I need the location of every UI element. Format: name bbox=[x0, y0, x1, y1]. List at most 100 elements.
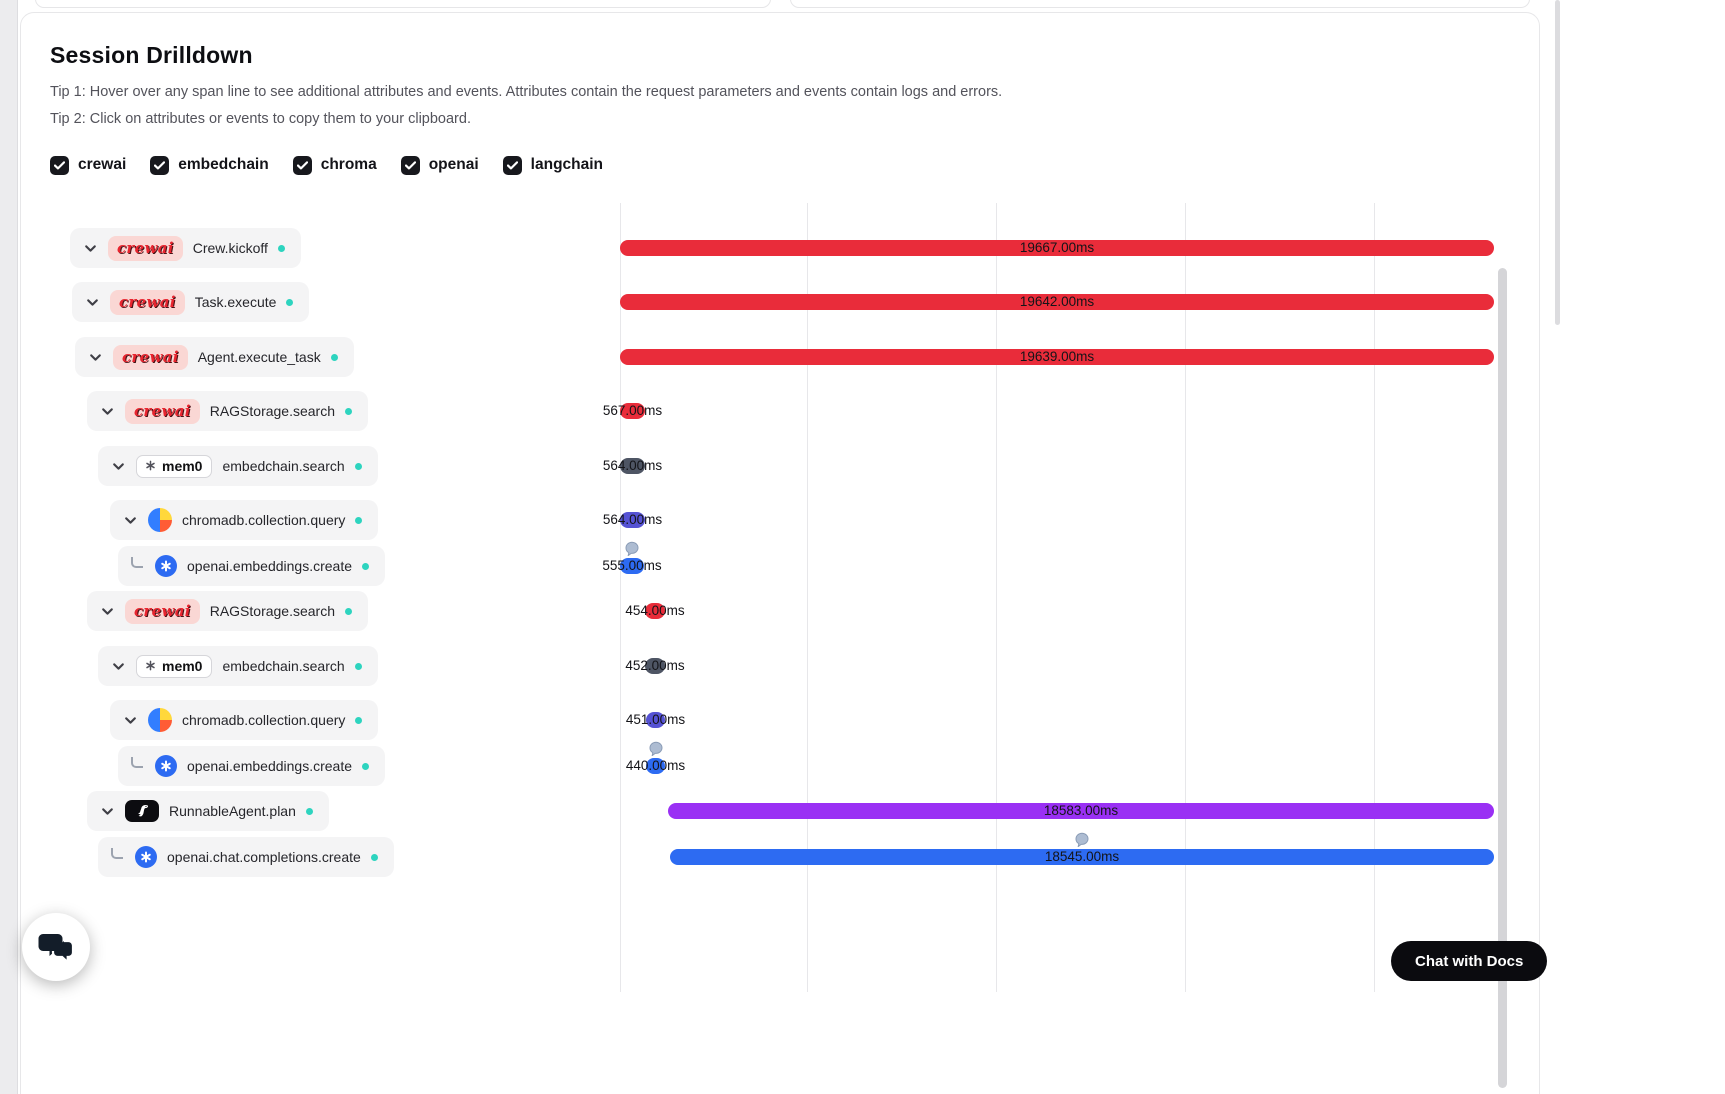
event-bubble-icon[interactable] bbox=[624, 541, 640, 561]
timeline-gridline bbox=[807, 203, 808, 992]
chat-bubbles-icon bbox=[38, 931, 74, 964]
chevron-down-icon[interactable] bbox=[111, 459, 126, 474]
span-duration-bar[interactable] bbox=[645, 658, 665, 674]
filter-label: langchain bbox=[530, 156, 604, 173]
span-duration-bar[interactable] bbox=[620, 240, 1494, 256]
mem0-logo: mem0 bbox=[136, 454, 213, 478]
checkbox-checked-icon[interactable] bbox=[400, 155, 420, 175]
child-connector-icon bbox=[131, 756, 143, 768]
filter-item-chroma[interactable]: chroma bbox=[292, 155, 377, 175]
chevron-down-icon[interactable] bbox=[88, 350, 103, 365]
span-row-pill[interactable]: chromadb.collection.query bbox=[110, 700, 379, 740]
crewai-logo: crewai bbox=[108, 235, 183, 261]
span-duration-bar[interactable] bbox=[620, 349, 1494, 365]
span-status-dot bbox=[355, 516, 363, 524]
chevron-down-icon[interactable] bbox=[100, 604, 115, 619]
span-duration-bar[interactable] bbox=[620, 512, 645, 528]
left-gutter bbox=[0, 0, 18, 1094]
span-status-dot bbox=[305, 807, 313, 815]
checkbox-checked-icon[interactable] bbox=[502, 155, 522, 175]
span-row-pill[interactable]: mem0 embedchain.search bbox=[98, 446, 378, 486]
span-row-pill[interactable]: crewai Task.execute bbox=[72, 282, 310, 322]
span-duration-bar[interactable] bbox=[620, 458, 645, 474]
timeline-gridline bbox=[1374, 203, 1375, 992]
span-row-pill[interactable]: crewai Crew.kickoff bbox=[70, 228, 301, 268]
framework-filter-row: crewai embedchain chroma openai langchain bbox=[50, 152, 603, 178]
span-status-dot bbox=[370, 853, 378, 861]
span-row-pill[interactable]: RunnableAgent.plan bbox=[87, 791, 329, 831]
timeline-gridline bbox=[996, 203, 997, 992]
span-name: RunnableAgent.plan bbox=[169, 803, 296, 819]
chevron-down-icon[interactable] bbox=[111, 659, 126, 674]
tip-2-text: Tip 2: Click on attributes or events to … bbox=[50, 111, 471, 127]
span-status-dot bbox=[354, 662, 362, 670]
span-name: openai.embeddings.create bbox=[187, 758, 353, 774]
child-connector-icon bbox=[131, 556, 143, 568]
filter-label: chroma bbox=[320, 156, 377, 173]
chroma-logo bbox=[148, 708, 172, 732]
span-row-pill[interactable]: crewai RAGStorage.search bbox=[87, 591, 369, 631]
page-scrollbar-thumb[interactable] bbox=[1555, 0, 1560, 325]
span-name: embedchain.search bbox=[222, 658, 345, 674]
chart-scrollbar-thumb[interactable] bbox=[1498, 268, 1507, 1088]
span-duration-bar[interactable] bbox=[645, 603, 665, 619]
span-duration-bar[interactable] bbox=[646, 758, 665, 774]
checkbox-checked-icon[interactable] bbox=[50, 155, 69, 175]
span-duration-bar[interactable] bbox=[620, 403, 645, 419]
event-bubble-icon[interactable] bbox=[1074, 832, 1090, 852]
span-name: RAGStorage.search bbox=[209, 603, 336, 619]
langchain-logo bbox=[125, 800, 159, 822]
filter-item-openai[interactable]: openai bbox=[400, 155, 479, 175]
chroma-logo bbox=[148, 508, 172, 532]
span-status-dot bbox=[345, 407, 353, 415]
span-status-dot bbox=[362, 562, 370, 570]
checkbox-checked-icon[interactable] bbox=[292, 155, 312, 175]
span-duration-bar[interactable] bbox=[670, 849, 1494, 865]
crewai-logo: crewai bbox=[125, 398, 200, 424]
filter-label: openai bbox=[428, 156, 479, 173]
filter-item-langchain[interactable]: langchain bbox=[502, 155, 604, 175]
span-row-pill[interactable]: mem0 embedchain.search bbox=[98, 646, 378, 686]
span-name: chromadb.collection.query bbox=[182, 512, 346, 528]
chat-launcher-button[interactable] bbox=[22, 913, 90, 981]
filter-label: crewai bbox=[78, 156, 127, 173]
span-duration-bar[interactable] bbox=[620, 558, 644, 574]
span-row-pill[interactable]: crewai RAGStorage.search bbox=[87, 391, 369, 431]
checkbox-checked-icon[interactable] bbox=[150, 155, 170, 175]
chevron-down-icon[interactable] bbox=[123, 713, 138, 728]
span-row-pill[interactable]: openai.embeddings.create bbox=[118, 546, 386, 586]
child-connector-icon bbox=[111, 847, 123, 859]
span-row-pill[interactable]: crewai Agent.execute_task bbox=[75, 337, 354, 377]
crewai-logo: crewai bbox=[125, 598, 200, 624]
crewai-logo: crewai bbox=[113, 344, 188, 370]
filter-item-crewai[interactable]: crewai bbox=[50, 155, 127, 175]
span-duration-bar[interactable] bbox=[620, 294, 1494, 310]
span-name: openai.chat.completions.create bbox=[167, 849, 361, 865]
timeline-gridline bbox=[620, 203, 621, 992]
span-status-dot bbox=[355, 716, 363, 724]
chevron-down-icon[interactable] bbox=[85, 295, 100, 310]
chat-with-docs-button[interactable]: Chat with Docs bbox=[1391, 941, 1548, 981]
filter-item-embedchain[interactable]: embedchain bbox=[150, 155, 269, 175]
span-row-pill[interactable]: openai.chat.completions.create bbox=[98, 837, 394, 877]
span-row-pill[interactable]: openai.embeddings.create bbox=[118, 746, 386, 786]
chevron-down-icon[interactable] bbox=[100, 804, 115, 819]
event-bubble-icon[interactable] bbox=[648, 741, 664, 761]
crewai-logo: crewai bbox=[110, 289, 185, 315]
chevron-down-icon[interactable] bbox=[100, 404, 115, 419]
span-status-dot bbox=[286, 298, 294, 306]
chevron-down-icon[interactable] bbox=[83, 241, 98, 256]
span-name: Agent.execute_task bbox=[197, 349, 321, 365]
span-name: openai.embeddings.create bbox=[187, 558, 353, 574]
mem0-logo: mem0 bbox=[136, 654, 213, 678]
span-name: chromadb.collection.query bbox=[182, 712, 346, 728]
span-row-pill[interactable]: chromadb.collection.query bbox=[110, 500, 379, 540]
filter-label: embedchain bbox=[178, 156, 269, 173]
span-status-dot bbox=[354, 462, 362, 470]
span-name: embedchain.search bbox=[222, 458, 345, 474]
span-name: Crew.kickoff bbox=[192, 240, 268, 256]
chevron-down-icon[interactable] bbox=[123, 513, 138, 528]
span-duration-bar[interactable] bbox=[646, 712, 665, 728]
span-duration-bar[interactable] bbox=[668, 803, 1494, 819]
